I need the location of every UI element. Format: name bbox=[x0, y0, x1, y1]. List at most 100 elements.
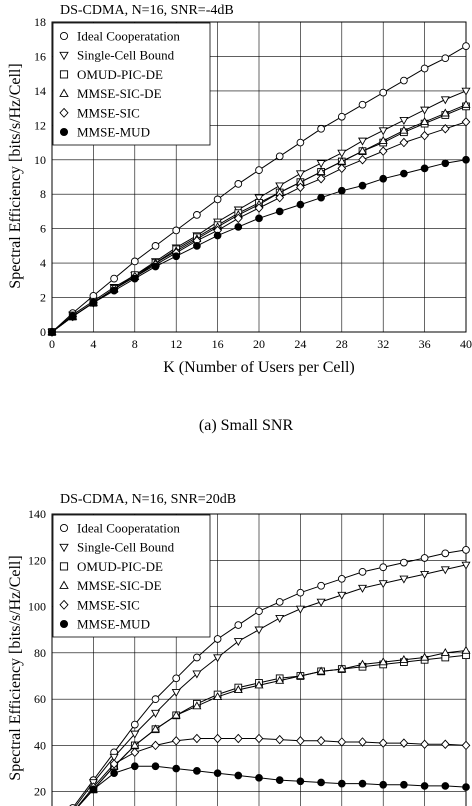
marker-circle-filled bbox=[441, 159, 450, 168]
y-axis-label: Spectral Efficiency [bits/s/Hz/Cell] bbox=[7, 63, 24, 288]
marker-circle-filled bbox=[255, 773, 263, 782]
x-tick-label: 12 bbox=[170, 337, 182, 351]
marker-diamond-open bbox=[296, 182, 305, 193]
marker-diamond-open bbox=[316, 173, 326, 184]
legend-item: Ideal Cooperatation bbox=[59, 29, 180, 44]
marker-circle-filled bbox=[172, 252, 181, 261]
marker-triangle-down-open bbox=[150, 709, 161, 718]
marker-circle-open bbox=[59, 31, 69, 41]
marker-circle-open bbox=[441, 54, 450, 63]
marker-circle-filled bbox=[379, 174, 388, 183]
marker-circle-open bbox=[358, 100, 367, 109]
marker-circle-filled bbox=[317, 193, 325, 202]
marker-triangle-down-open bbox=[130, 730, 140, 739]
figure-caption: (a) Small SNR bbox=[199, 417, 294, 434]
marker-diamond-open bbox=[296, 736, 305, 746]
y-axis-label: Spectral Efficiency [bits/s/Hz/Cell] bbox=[7, 555, 24, 780]
marker-circle-filled bbox=[358, 181, 367, 190]
y-tick-label: 60 bbox=[34, 692, 46, 706]
marker-circle-open bbox=[255, 166, 263, 174]
marker-triangle-down-open bbox=[440, 96, 450, 105]
marker-triangle-down-open bbox=[378, 127, 388, 136]
marker-diamond-open bbox=[440, 739, 450, 750]
marker-circle-open bbox=[400, 76, 408, 85]
marker-circle-filled bbox=[462, 783, 470, 791]
legend-label: MMSE-SIC bbox=[77, 105, 140, 120]
marker-diamond-open bbox=[378, 146, 388, 156]
y-tick-label: 16 bbox=[34, 49, 46, 63]
y-tick-label: 20 bbox=[34, 785, 46, 799]
marker-circle-open bbox=[130, 257, 139, 266]
y-tick-label: 0 bbox=[40, 325, 46, 339]
marker-triangle-up-open bbox=[192, 701, 202, 710]
marker-triangle-down-open bbox=[109, 753, 119, 762]
marker-circle-open bbox=[151, 242, 160, 250]
marker-triangle-up-open bbox=[254, 680, 264, 689]
x-tick-label: 4 bbox=[90, 337, 96, 351]
marker-circle-filled bbox=[110, 286, 118, 295]
marker-circle-open bbox=[379, 563, 388, 572]
marker-triangle-down-open bbox=[295, 605, 305, 614]
marker-triangle-down-open bbox=[275, 614, 285, 623]
legend-item: MMSE-MUD bbox=[59, 617, 150, 632]
marker-diamond-open bbox=[109, 759, 119, 769]
y-tick-label: 80 bbox=[34, 646, 46, 660]
y-tick-label: 12 bbox=[34, 118, 46, 132]
marker-circle-open bbox=[296, 588, 305, 597]
marker-circle-filled bbox=[400, 169, 408, 178]
marker-circle-open bbox=[193, 653, 201, 662]
chart-title: DS-CDMA, N=16, SNR=-4dB bbox=[60, 3, 234, 18]
marker-circle-filled bbox=[110, 769, 118, 778]
marker-circle-open bbox=[213, 195, 222, 204]
marker-triangle-down-open bbox=[275, 182, 285, 191]
x-axis-label: K (Number of Users per Cell) bbox=[163, 359, 355, 376]
marker-triangle-down-open bbox=[461, 561, 471, 570]
marker-triangle-down-open bbox=[316, 160, 326, 169]
marker-diamond-open bbox=[440, 124, 450, 134]
marker-triangle-down-open bbox=[399, 116, 409, 125]
marker-circle-open bbox=[420, 64, 429, 73]
marker-circle-filled bbox=[68, 312, 77, 321]
marker-diamond-open bbox=[233, 213, 243, 224]
marker-circle-open bbox=[172, 226, 181, 235]
chart-large-snr: DS-CDMA, N=16, SNR=20dB Spectral Efficie… bbox=[7, 492, 471, 806]
marker-circle-filled bbox=[151, 262, 160, 271]
marker-triangle-down-open bbox=[461, 87, 471, 96]
legend-item: Ideal Cooperatation bbox=[59, 521, 180, 536]
marker-circle-filled bbox=[337, 779, 346, 788]
marker-circle-open bbox=[337, 574, 346, 583]
marker-diamond-open bbox=[378, 738, 388, 748]
marker-circle-filled bbox=[130, 274, 139, 283]
legend-item: MMSE-SIC-DE bbox=[59, 86, 162, 101]
marker-circle-filled bbox=[213, 769, 222, 778]
marker-diamond-open bbox=[316, 736, 326, 746]
marker-circle-filled bbox=[462, 155, 470, 164]
marker-circle-filled bbox=[358, 779, 367, 788]
marker-circle-open bbox=[420, 554, 429, 562]
marker-triangle-up-open bbox=[357, 659, 368, 668]
marker-triangle-up-open bbox=[171, 710, 181, 719]
legend-item: Single-Cell Bound bbox=[59, 540, 175, 555]
marker-triangle-up-open bbox=[357, 146, 368, 155]
legend-item: MMSE-MUD bbox=[59, 125, 150, 140]
marker-triangle-up-open bbox=[440, 648, 450, 657]
x-tick-label: 28 bbox=[336, 337, 348, 351]
marker-triangle-up-open bbox=[295, 671, 305, 680]
legend-label: OMUD-PIC-DE bbox=[77, 559, 163, 574]
marker-circle-filled bbox=[59, 619, 69, 629]
marker-circle-filled bbox=[213, 231, 222, 240]
marker-diamond-open bbox=[254, 733, 264, 744]
marker-diamond-open bbox=[275, 192, 285, 203]
marker-square-open bbox=[59, 562, 69, 571]
marker-diamond-open bbox=[254, 203, 264, 213]
marker-circle-open bbox=[296, 138, 305, 147]
marker-circle-filled bbox=[441, 782, 450, 790]
marker-circle-filled bbox=[59, 127, 69, 137]
x-tick-label: 8 bbox=[132, 337, 138, 351]
series-triangle-up-open bbox=[77, 645, 471, 806]
marker-circle-open bbox=[337, 112, 346, 121]
legend-label: Single-Cell Bound bbox=[77, 48, 175, 63]
marker-circle-open bbox=[317, 581, 325, 590]
plot-frame bbox=[51, 513, 467, 806]
chart-small-snr: DS-CDMA, N=16, SNR=-4dB Spectral Efficie… bbox=[7, 3, 472, 434]
